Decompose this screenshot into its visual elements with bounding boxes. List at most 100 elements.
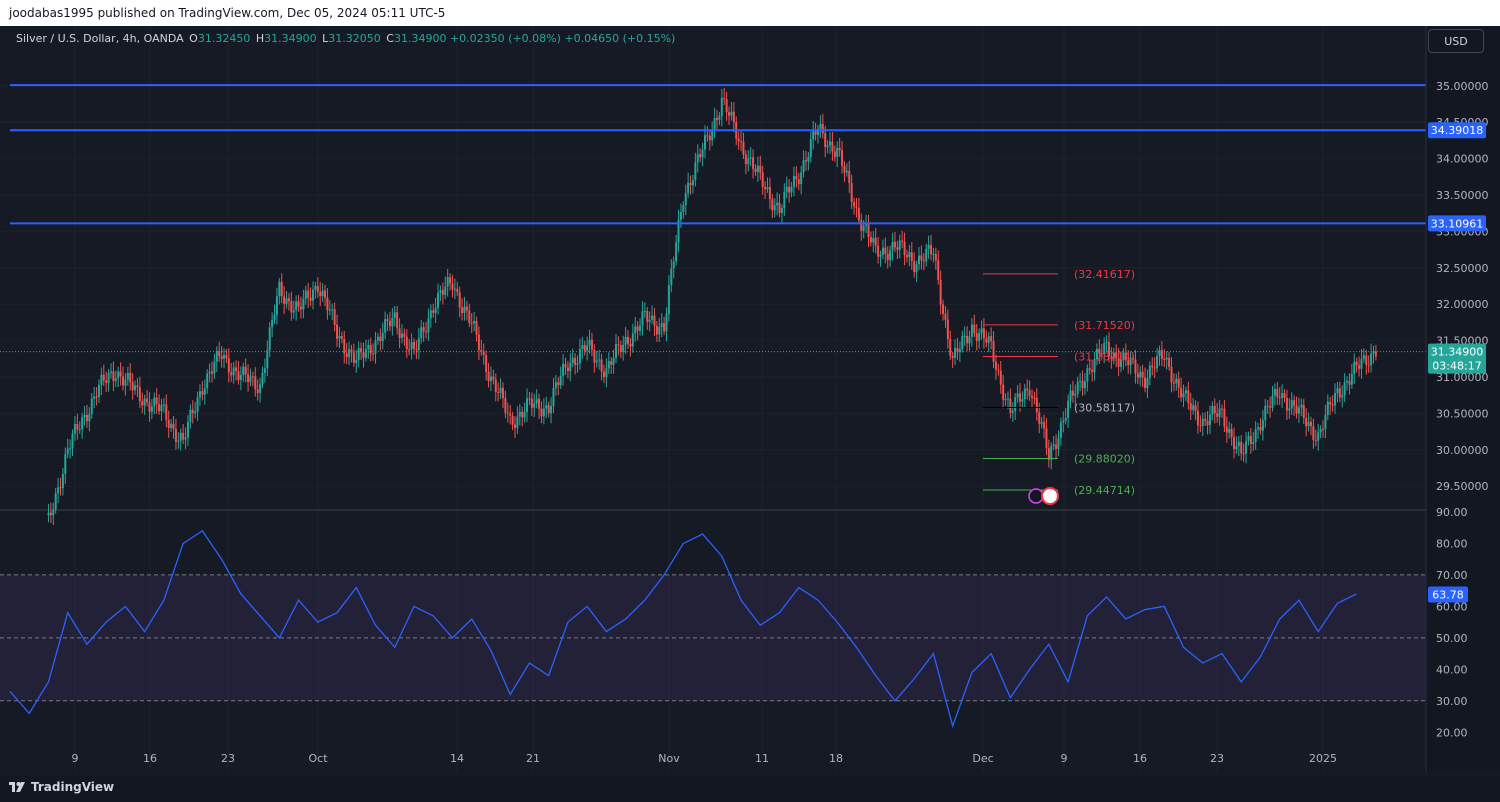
candle-body — [1050, 446, 1053, 460]
candle-body — [1035, 397, 1038, 413]
candle-body — [312, 289, 314, 301]
candle-body — [800, 172, 803, 185]
candle-body — [877, 245, 880, 257]
price-tick-label: 29.50000 — [1436, 480, 1489, 493]
time-tick-label: 18 — [829, 752, 843, 765]
fib-level-label: (32.41617) — [1074, 268, 1135, 281]
candle-body — [215, 350, 218, 362]
candle-body — [194, 411, 197, 414]
candle-body — [1052, 444, 1055, 447]
candle-body — [393, 312, 396, 319]
currency-button[interactable]: USD — [1428, 29, 1484, 53]
candle-body — [309, 297, 312, 301]
candle-body — [1120, 359, 1122, 367]
candle-body — [499, 387, 502, 393]
candle-body — [1006, 398, 1009, 400]
candle-body — [1353, 361, 1356, 375]
candle-body — [990, 336, 993, 342]
candle-body — [338, 336, 341, 339]
candle-body — [809, 139, 812, 157]
candle-body — [492, 376, 495, 380]
candle-body — [1319, 428, 1322, 433]
candle-body — [360, 348, 363, 353]
candle-body — [915, 264, 918, 273]
candle-body — [47, 512, 50, 516]
candle-body — [1122, 352, 1125, 360]
candle-body — [711, 129, 714, 141]
candle-body — [571, 357, 574, 364]
candle-body — [744, 154, 747, 165]
candle-body — [129, 373, 132, 383]
candle-body — [206, 373, 209, 389]
candle-body — [1028, 390, 1031, 396]
candle-body — [49, 512, 52, 516]
time-tick-label: 21 — [526, 752, 540, 765]
candle-body — [105, 380, 108, 383]
candle-body — [261, 372, 264, 385]
candle-body — [225, 354, 228, 359]
candle-body — [1112, 352, 1115, 359]
candle-body — [703, 135, 706, 150]
candle-body — [1206, 420, 1209, 426]
rsi-tick-label: 40.00 — [1436, 663, 1468, 676]
candle-body — [458, 292, 461, 308]
event-icons — [1028, 487, 1059, 505]
candle-body — [405, 336, 408, 350]
fib-level-label: (29.44714) — [1074, 484, 1135, 497]
candle-body — [643, 310, 646, 312]
candle-body — [263, 368, 266, 373]
low-label: L — [322, 32, 329, 45]
candle-body — [494, 379, 497, 393]
candle-body — [170, 423, 173, 428]
candle-body — [595, 360, 598, 363]
countdown-label: 03:48:17 — [1432, 360, 1481, 373]
candle-body — [158, 404, 161, 412]
rsi-indicator — [9, 529, 1357, 729]
candle-body — [795, 175, 798, 180]
candle-body — [973, 324, 976, 334]
candle-body — [627, 336, 630, 344]
candle-body — [434, 307, 437, 313]
time-tick-label: 16 — [143, 752, 157, 765]
time-tick-label: 9 — [72, 752, 79, 765]
candle-body — [934, 253, 937, 261]
candle-body — [1038, 412, 1041, 424]
candle-body — [663, 323, 666, 332]
candle-body — [456, 288, 459, 293]
candle-body — [607, 361, 610, 369]
chart-canvas[interactable]: (32.41617) (31.71520) (31.28214) (30.58117)… — [0, 26, 1500, 776]
price-axis-bg — [1426, 26, 1500, 772]
candle-body — [367, 344, 370, 350]
candle-body — [379, 336, 382, 342]
candle-body — [780, 207, 783, 213]
candle-body — [355, 359, 358, 363]
candle-body — [138, 386, 141, 402]
candle-body — [1360, 359, 1363, 369]
candle-body — [677, 219, 680, 243]
rsi-tick-label: 30.00 — [1436, 695, 1468, 708]
time-tick-label: Oct — [308, 752, 328, 765]
time-tick-label: Nov — [658, 752, 680, 765]
symbol-title[interactable]: Silver / U.S. Dollar, 4h, OANDA — [16, 32, 184, 45]
candle-body — [275, 296, 278, 315]
candle-body — [701, 149, 704, 158]
candle-body — [153, 397, 156, 407]
candle-body — [1071, 390, 1074, 396]
candle-body — [372, 353, 375, 355]
time-tick-label: 2025 — [1309, 752, 1337, 765]
candle-body — [1285, 398, 1288, 411]
candle-body — [901, 240, 904, 243]
candle-body — [283, 296, 286, 304]
candle-body — [1288, 408, 1291, 411]
candle-body — [1148, 365, 1151, 379]
candle-body — [831, 141, 834, 152]
candle-body — [552, 387, 555, 406]
candle-body — [913, 260, 916, 273]
candle-body — [179, 432, 182, 441]
rsi-tick-label: 50.00 — [1436, 632, 1468, 645]
candle-body — [417, 338, 420, 351]
candle-body — [1338, 388, 1341, 398]
candle-body — [155, 397, 158, 405]
candle-body — [802, 160, 805, 173]
candle-body — [254, 376, 257, 390]
